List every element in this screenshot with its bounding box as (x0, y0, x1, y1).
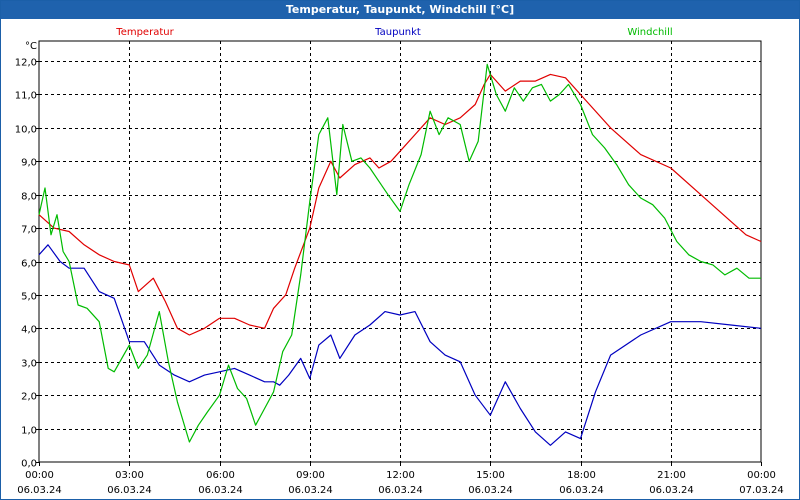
x-tick-date: 06.03.24 (559, 485, 604, 496)
y-tick-label: 11,0 (15, 91, 37, 102)
x-tick-time: 00:00 (25, 470, 54, 481)
y-axis-unit: °C (25, 41, 37, 52)
x-tick-time: 06:00 (206, 470, 235, 481)
x-tick-time: 12:00 (386, 470, 415, 481)
x-tick-time: 03:00 (115, 470, 144, 481)
x-tick-time: 21:00 (657, 470, 686, 481)
x-tick-date: 06.03.24 (107, 485, 152, 496)
x-tick-time: 00:00 (747, 470, 776, 481)
x-tick-date: 06.03.24 (649, 485, 694, 496)
legend-windchill: Windchill (627, 27, 672, 38)
series-line-temperatur (38, 73, 762, 336)
y-tick-label: 7,0 (21, 225, 37, 236)
y-tick-label: 4,0 (21, 325, 37, 336)
series-line-taupunkt (38, 244, 762, 446)
y-tick-label: 2,0 (21, 392, 37, 403)
y-tick-label: 6,0 (21, 259, 37, 270)
y-tick-label: 9,0 (21, 158, 37, 169)
legend-temperatur: Temperatur (115, 27, 174, 38)
x-tick-date: 07.03.24 (739, 485, 784, 496)
y-tick-label: 10,0 (15, 125, 37, 136)
y-tick-label: 0,0 (21, 459, 37, 470)
x-tick-date: 06.03.24 (468, 485, 513, 496)
chart-title: Temperatur, Taupunkt, Windchill [°C] (1, 1, 799, 19)
x-tick-time: 15:00 (476, 470, 505, 481)
x-tick-time: 09:00 (296, 470, 325, 481)
x-tick-date: 06.03.24 (17, 485, 62, 496)
x-tick-time: 18:00 (567, 470, 596, 481)
x-tick-date: 06.03.24 (288, 485, 333, 496)
y-tick-label: 12,0 (15, 58, 37, 69)
y-tick-label: 8,0 (21, 192, 37, 203)
y-tick-label: 3,0 (21, 359, 37, 370)
y-tick-label: 1,0 (21, 426, 37, 437)
y-tick-label: 5,0 (21, 292, 37, 303)
legend-taupunkt: Taupunkt (374, 27, 421, 38)
series-line-windchill (38, 63, 761, 443)
x-tick-date: 06.03.24 (378, 485, 423, 496)
x-tick-date: 06.03.24 (198, 485, 243, 496)
